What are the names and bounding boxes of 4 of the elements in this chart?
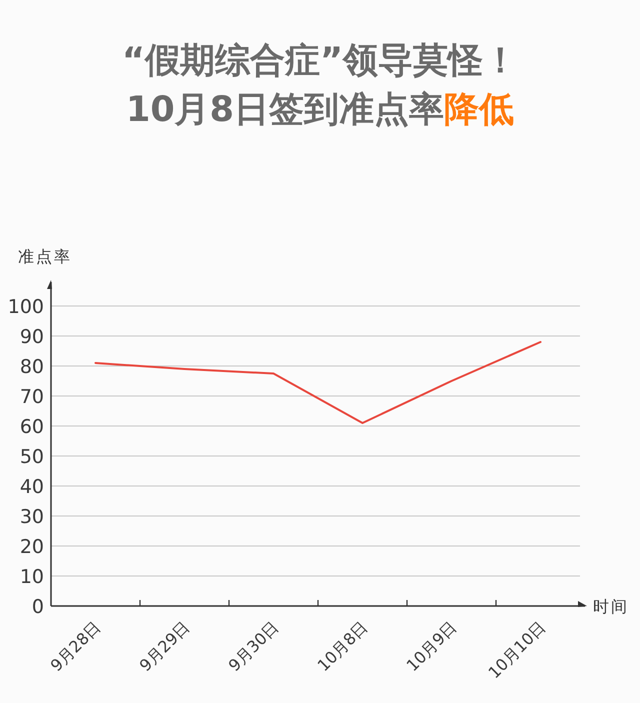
xlabel: 时间 [593, 597, 629, 616]
ylabel: 准点率 [18, 247, 72, 266]
title: “假期综合症”领导莫怪！ [122, 41, 518, 81]
subtitle: 10月8日签到准点率降低 [126, 90, 514, 130]
